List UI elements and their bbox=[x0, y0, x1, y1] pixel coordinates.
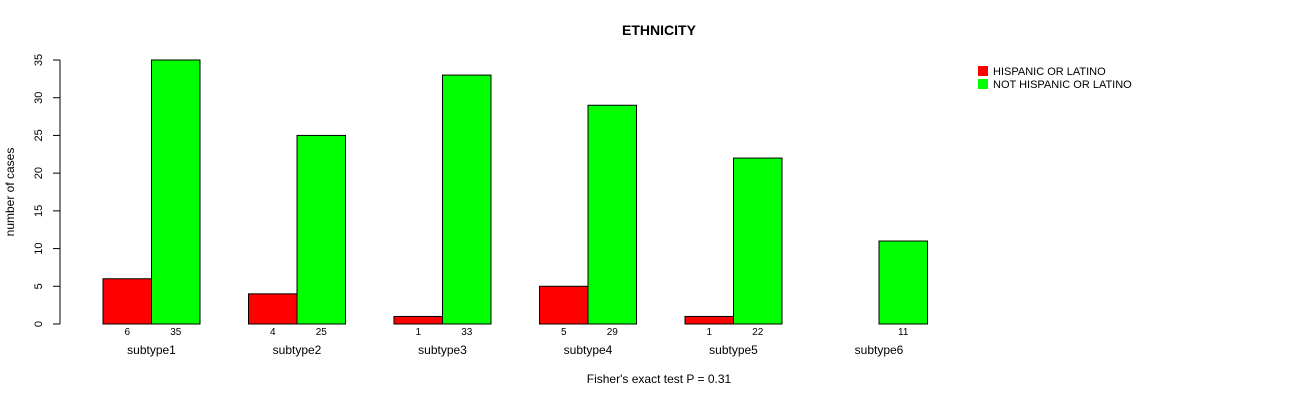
bar-value-label: 35 bbox=[170, 327, 182, 338]
bar-value-label: 22 bbox=[752, 327, 764, 338]
y-tick-label: 35 bbox=[33, 54, 45, 66]
bar-value-label: 6 bbox=[124, 327, 130, 338]
y-tick-label: 15 bbox=[33, 205, 45, 217]
bar bbox=[248, 293, 298, 325]
bar bbox=[684, 315, 734, 325]
bar bbox=[442, 74, 492, 325]
bar-value-label: 33 bbox=[461, 327, 473, 338]
y-tick-label: 10 bbox=[33, 242, 45, 254]
bar bbox=[151, 59, 201, 325]
bar-value-label: 25 bbox=[316, 327, 328, 338]
legend-swatch bbox=[978, 66, 988, 76]
bar bbox=[587, 104, 637, 325]
category-label: subtype2 bbox=[273, 343, 322, 357]
bar-value-label: 4 bbox=[270, 327, 276, 338]
bar bbox=[296, 134, 346, 325]
y-tick-label: 30 bbox=[33, 92, 45, 104]
bar bbox=[539, 285, 589, 325]
bar bbox=[878, 240, 928, 325]
bar-value-label: 11 bbox=[898, 327, 909, 338]
category-label: subtype3 bbox=[418, 343, 467, 357]
y-tick-label: 5 bbox=[33, 283, 45, 289]
category-label: subtype6 bbox=[855, 343, 904, 357]
bar-value-label: 1 bbox=[415, 327, 421, 338]
y-tick-label: 0 bbox=[33, 321, 45, 327]
bar bbox=[733, 157, 783, 325]
legend-entry-label: NOT HISPANIC OR LATINO bbox=[993, 79, 1132, 91]
bar-value-label: 29 bbox=[607, 327, 619, 338]
chart-title: ETHNICITY bbox=[622, 22, 697, 38]
y-axis: 0 5 10 15 20 25 30 35 bbox=[33, 54, 61, 327]
x-axis-label: Fisher's exact test P = 0.31 bbox=[587, 372, 732, 386]
category-label: subtype5 bbox=[709, 343, 758, 357]
bar bbox=[102, 278, 152, 325]
category-label: subtype4 bbox=[564, 343, 613, 357]
y-tick-label: 20 bbox=[33, 167, 45, 179]
y-axis-label: number of cases bbox=[3, 148, 17, 237]
category-label: subtype1 bbox=[127, 343, 176, 357]
bar bbox=[393, 315, 443, 325]
y-tick-label: 25 bbox=[33, 129, 45, 141]
bar-value-label: 5 bbox=[561, 327, 567, 338]
bars-group: 6 35 subtype1 4 25 subtype2 1 33 subtype3 5 29 subt… bbox=[102, 59, 928, 357]
legend-swatch bbox=[978, 79, 988, 89]
bar-value-label: 1 bbox=[706, 327, 712, 338]
legend-entry-label: HISPANIC OR LATINO bbox=[993, 66, 1106, 78]
